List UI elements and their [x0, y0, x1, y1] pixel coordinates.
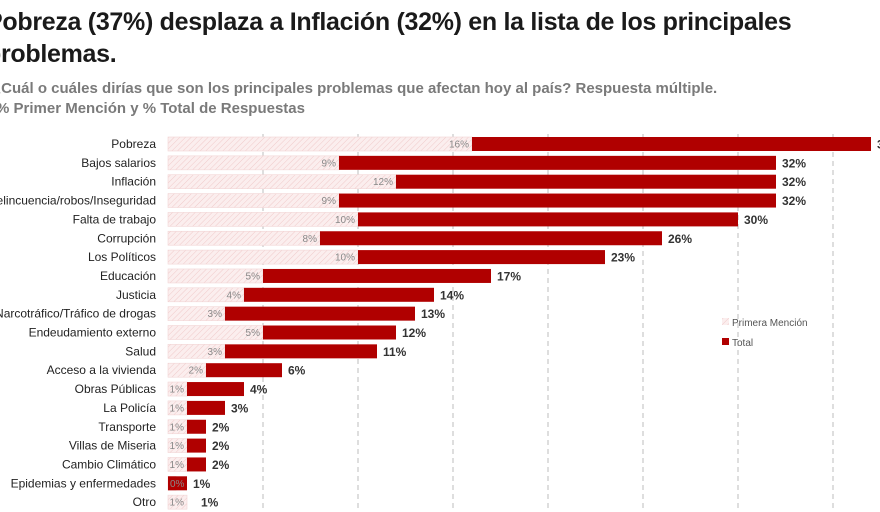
- primera-mencion-label: 12%: [373, 177, 393, 188]
- total-label: 2%: [212, 420, 230, 434]
- total-label: 6%: [288, 364, 306, 378]
- primera-mencion-label: 16%: [449, 140, 469, 151]
- category-label: Obras Públicas: [75, 382, 156, 396]
- category-label: Educación: [100, 269, 156, 283]
- category-label: Cambio Climático: [62, 457, 156, 471]
- chart-measure: % Primer Mención y % Total de Respuestas: [0, 100, 305, 117]
- bar-total: [168, 476, 187, 491]
- total-label: 32%: [782, 194, 806, 208]
- primera-mencion-label: 1%: [170, 385, 185, 396]
- total-label: 2%: [212, 458, 230, 472]
- bar-primera-mencion: [167, 249, 359, 265]
- primera-mencion-label: 4%: [227, 290, 242, 301]
- primera-mencion-label: 1%: [170, 422, 185, 433]
- bar-total: [244, 287, 434, 302]
- bar-primera-mencion: [167, 212, 359, 227]
- bar-primera-mencion: [167, 136, 473, 152]
- total-label: 12%: [402, 326, 426, 340]
- category-label: Acceso a la vivienda: [47, 363, 157, 377]
- bar-total: [358, 212, 738, 227]
- category-label: Inflación: [111, 175, 156, 189]
- bar-total: [187, 419, 206, 434]
- total-label: 11%: [383, 345, 407, 359]
- primera-mencion-label: 2%: [189, 366, 204, 377]
- category-label: La Policía: [103, 401, 156, 415]
- bar-total: [206, 363, 282, 378]
- primera-mencion-label: 5%: [246, 328, 261, 339]
- category-label: Epidemias y enfermedades: [11, 476, 156, 490]
- bar-primera-mencion: [167, 193, 340, 208]
- bar-total: [187, 400, 225, 415]
- bar-total: [263, 268, 491, 283]
- legend-swatch-total: [722, 338, 729, 345]
- primera-mencion-label: 9%: [322, 196, 337, 207]
- total-label: 37%: [877, 138, 880, 152]
- bar-total: [225, 306, 415, 321]
- bar-primera-mencion: [167, 155, 340, 171]
- primera-mencion-label: 0%: [170, 479, 185, 490]
- chart-question: ¿Cuál o cuáles dirías que son los princi…: [0, 80, 718, 97]
- category-label: Justicia: [116, 288, 156, 302]
- primera-mencion-label: 5%: [246, 271, 261, 282]
- total-label: 32%: [782, 156, 806, 170]
- category-label: Los Políticos: [88, 250, 156, 264]
- total-label: 1%: [201, 496, 219, 510]
- bar-primera-mencion: [167, 174, 397, 189]
- category-label: Bajos salarios: [81, 156, 156, 170]
- bar-total: [339, 155, 776, 170]
- category-label: Transporte: [98, 420, 156, 434]
- primera-mencion-label: 9%: [322, 158, 337, 169]
- bar-primera-mencion: [167, 494, 188, 510]
- total-label: 26%: [668, 232, 692, 246]
- total-label: 23%: [611, 251, 635, 265]
- category-label: Delincuencia/robos/Inseguridad: [0, 194, 156, 208]
- bar-total: [187, 457, 206, 472]
- category-label: Otro: [133, 495, 157, 509]
- primera-mencion-label: 1%: [170, 460, 185, 471]
- primera-mencion-label: 3%: [208, 309, 223, 320]
- category-label: Villas de Miseria: [69, 439, 156, 453]
- total-label: 32%: [782, 175, 806, 189]
- bar-total: [472, 137, 871, 151]
- bar-total: [339, 193, 776, 208]
- bar-total: [358, 250, 605, 265]
- category-label: Endeudamiento externo: [29, 326, 157, 340]
- total-label: 4%: [250, 383, 268, 397]
- category-label: Salud: [125, 344, 156, 358]
- total-label: 3%: [231, 401, 249, 415]
- category-label: Pobreza: [111, 137, 156, 151]
- primera-mencion-label: 8%: [303, 234, 318, 245]
- chart-title: Pobreza (37%) desplaza a Inflación (32%)…: [0, 8, 792, 68]
- total-label: 14%: [440, 288, 464, 302]
- primera-mencion-label: 3%: [208, 347, 223, 358]
- bar-total: [320, 231, 662, 246]
- primera-mencion-label: 1%: [170, 403, 185, 414]
- bar-total: [187, 438, 206, 453]
- total-label: 2%: [212, 439, 230, 453]
- bar-total: [263, 325, 396, 340]
- bar-total: [396, 174, 776, 189]
- bar-total: [187, 382, 244, 397]
- bar-total: [225, 344, 377, 359]
- bar-primera-mencion: [167, 230, 321, 246]
- primera-mencion-label: 10%: [335, 215, 355, 226]
- primera-mencion-label: 1%: [170, 441, 185, 452]
- total-label: 1%: [193, 477, 211, 491]
- legend-swatch-primera-mencion: [722, 318, 729, 325]
- primera-mencion-label: 1%: [170, 498, 185, 509]
- legend-label-total: Total: [732, 338, 753, 349]
- total-label: 30%: [744, 213, 768, 227]
- total-label: 13%: [421, 307, 445, 321]
- primera-mencion-label: 10%: [335, 253, 355, 264]
- total-label: 17%: [497, 269, 521, 283]
- category-label: Falta de trabajo: [73, 212, 157, 226]
- legend-label-primera-mencion: Primera Mención: [732, 318, 808, 329]
- category-label: Narcotráfico/Tráfico de drogas: [0, 307, 156, 321]
- category-label: Corrupción: [97, 231, 156, 245]
